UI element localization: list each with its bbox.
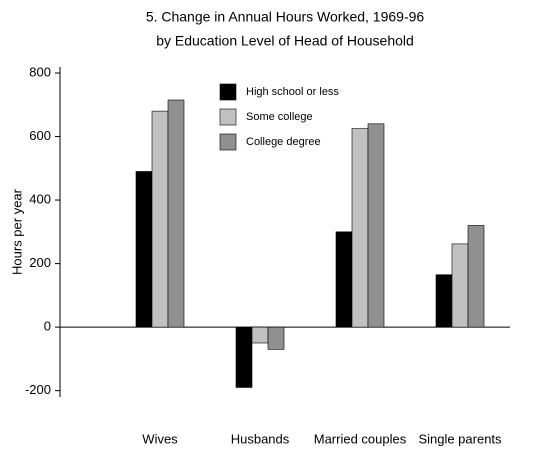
bar	[235, 326, 253, 388]
chart-title: 5. Change in Annual Hours Worked, 1969-9…	[146, 9, 425, 25]
x-tick-label: Wives	[142, 431, 178, 446]
chart-subtitle: by Education Level of Head of Household	[156, 33, 414, 49]
bar	[335, 231, 353, 328]
legend-swatch	[219, 108, 237, 126]
bar	[151, 110, 169, 328]
x-tick-label: Husbands	[231, 431, 290, 446]
bar	[435, 274, 453, 328]
bar	[467, 225, 485, 328]
bar	[267, 326, 285, 350]
y-tick-label: 0	[44, 319, 51, 334]
bar	[451, 243, 469, 328]
x-tick-label: Married couples	[314, 431, 407, 446]
bar	[251, 326, 269, 344]
legend-swatch	[219, 83, 237, 101]
bar	[367, 123, 385, 328]
legend-label: High school or less	[246, 86, 339, 98]
legend-label: College degree	[246, 136, 321, 148]
y-axis-label: Hours per year	[9, 188, 24, 275]
x-tick-label: Single parents	[418, 431, 502, 446]
y-tick-label: 600	[29, 128, 51, 143]
bar	[167, 99, 185, 328]
bar	[135, 171, 153, 328]
y-tick-label: 400	[29, 191, 51, 206]
legend-swatch	[219, 133, 237, 151]
y-tick-label: 800	[29, 64, 51, 79]
legend-label: Some college	[246, 111, 313, 123]
y-tick-label: -200	[25, 382, 51, 397]
y-tick-label: 200	[29, 255, 51, 270]
bar	[351, 128, 369, 328]
